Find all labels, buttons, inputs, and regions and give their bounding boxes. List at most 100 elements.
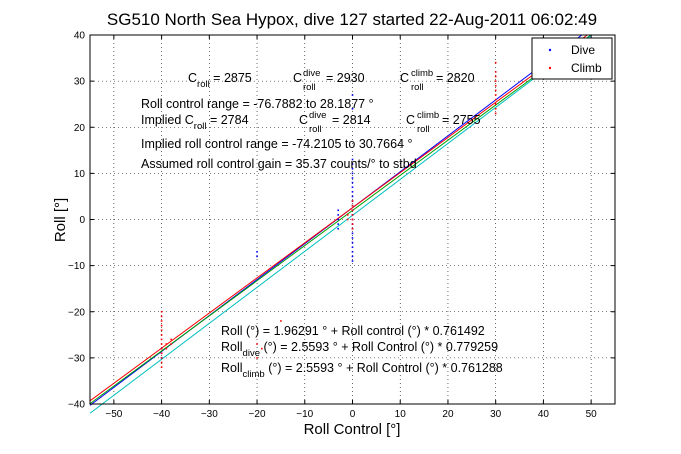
implied-dive-sub: roll <box>309 124 322 135</box>
svg-text:Rollclimb (°) = 2.5593 ° + Rol: Rollclimb (°) = 2.5593 ° + Roll Control … <box>221 361 503 380</box>
climb-point <box>494 71 497 73</box>
implied-value: = 2784 <box>206 113 248 127</box>
c-roll-value: = 2875 <box>210 71 252 85</box>
svg-text:Implied Croll = 2784: Implied Croll = 2784 <box>141 113 249 132</box>
c-dive-sup: dive <box>303 68 320 79</box>
dive-point <box>351 246 354 248</box>
fit-climb-rest: (°) = 2.5593 ° + Roll Control (°) * 0.76… <box>265 361 503 375</box>
y-tick-label: −10 <box>68 261 85 272</box>
climb-point <box>160 338 163 341</box>
climb-point <box>160 315 163 318</box>
svg-text:C: C <box>406 113 415 127</box>
fit-lines <box>89 34 593 414</box>
chart-title: SG510 North Sea Hypox, dive 127 started … <box>107 10 597 29</box>
fit-climb-prefix: Roll <box>221 361 243 375</box>
dive-point <box>351 186 354 189</box>
c-dive-value: = 2930 <box>326 71 365 85</box>
dive-point <box>351 163 354 165</box>
climb-point <box>351 218 354 221</box>
svg-text:Croll = 2875: Croll = 2875 <box>188 71 252 90</box>
c-roll-sub: roll <box>197 79 210 90</box>
climb-point <box>170 338 172 341</box>
fit-dive-sub: dive <box>243 348 260 359</box>
dive-point <box>337 223 339 225</box>
y-axis-label: Roll [°] <box>52 198 69 242</box>
x-tick-label: 0 <box>350 409 356 420</box>
climb-point <box>494 112 497 115</box>
y-tick-label: 30 <box>74 77 86 88</box>
dive-point <box>351 158 354 161</box>
dive-point <box>351 177 354 179</box>
fit-line <box>89 34 592 405</box>
dive-point <box>337 214 339 216</box>
x-tick-label: 20 <box>442 409 454 420</box>
climb-point <box>494 84 497 87</box>
dive-point <box>351 181 354 184</box>
annotation-c-roll: Croll = 2875 C dive roll = 2930 C climb … <box>188 68 475 93</box>
y-tick-label: −20 <box>68 307 85 318</box>
fit-climb-sub: climb <box>243 369 265 380</box>
gain-text: Assumed roll control gain = 35.37 counts… <box>141 157 417 171</box>
dive-point <box>351 237 354 239</box>
climb-point <box>256 343 258 345</box>
climb-point <box>494 61 497 64</box>
dive-point <box>351 260 354 262</box>
climb-point <box>494 89 497 92</box>
svg-text:C: C <box>400 71 409 85</box>
x-tick-label: −30 <box>201 409 218 420</box>
y-tick-label: −30 <box>68 353 85 364</box>
annotation-implied: Implied Croll = 2784 C dive roll = 2814 … <box>141 110 481 135</box>
climb-point <box>346 218 349 221</box>
y-tick-label: 0 <box>79 215 85 226</box>
climb-point <box>494 94 497 96</box>
fit-line <box>89 34 593 414</box>
climb-point <box>280 320 282 322</box>
climb-point <box>160 347 163 350</box>
implied-climb-value: = 2755 <box>442 113 481 127</box>
climb-point <box>160 310 163 313</box>
dive-point <box>351 94 354 96</box>
fit-dive-rest: (°) = 2.5593 ° + Roll Control (°) * 0.77… <box>260 340 498 354</box>
x-tick-label: −50 <box>105 409 122 420</box>
climb-point <box>351 214 354 216</box>
x-tick-label: 50 <box>586 409 598 420</box>
dive-point <box>351 172 354 175</box>
dive-point <box>351 255 354 258</box>
climb-point <box>494 103 497 105</box>
climb-point <box>351 227 354 230</box>
legend-box <box>531 37 613 80</box>
c-climb-sub: roll <box>411 82 424 93</box>
climb-point <box>160 329 163 331</box>
legend-climb-marker <box>548 66 552 70</box>
climb-point <box>351 200 354 202</box>
c-roll-label: C <box>188 71 197 85</box>
dive-point <box>337 218 339 221</box>
implied-sub: roll <box>194 121 207 132</box>
implied-prefix: Implied C <box>141 113 194 127</box>
climb-point <box>160 361 163 364</box>
fit-dive-prefix: Roll <box>221 340 243 354</box>
dive-point <box>256 255 258 258</box>
climb-point <box>351 204 354 207</box>
axis-ticks: −50 −40 −30 −20 −10 0 10 20 30 40 50 −40 −30 −20 −10 0 1… <box>68 31 615 420</box>
y-tick-label: −40 <box>68 400 85 411</box>
x-tick-label: −10 <box>296 409 313 420</box>
legend-dive-label: Dive <box>571 43 595 57</box>
c-climb-sup: climb <box>411 68 433 79</box>
plot-area: −50 −40 −30 −20 −10 0 10 20 30 40 50 −40 −30 −20 −10 0 1… <box>68 31 616 420</box>
climb-point <box>261 347 263 350</box>
implied-range-text: Implied roll control range = -74.2105 to… <box>141 137 413 151</box>
fit-all-text: Roll (°) = 1.96291 ° + Roll control (°) … <box>221 324 485 338</box>
implied-climb-sup: climb <box>417 110 439 121</box>
climb-point <box>346 214 349 216</box>
dive-point <box>351 241 354 244</box>
climb-point <box>351 209 354 212</box>
x-tick-label: 30 <box>490 409 502 420</box>
y-tick-label: 20 <box>74 123 86 134</box>
climb-point <box>494 98 497 101</box>
climb-point <box>351 223 354 225</box>
data-points <box>160 61 497 368</box>
climb-point <box>170 343 172 345</box>
dive-point <box>351 167 354 170</box>
